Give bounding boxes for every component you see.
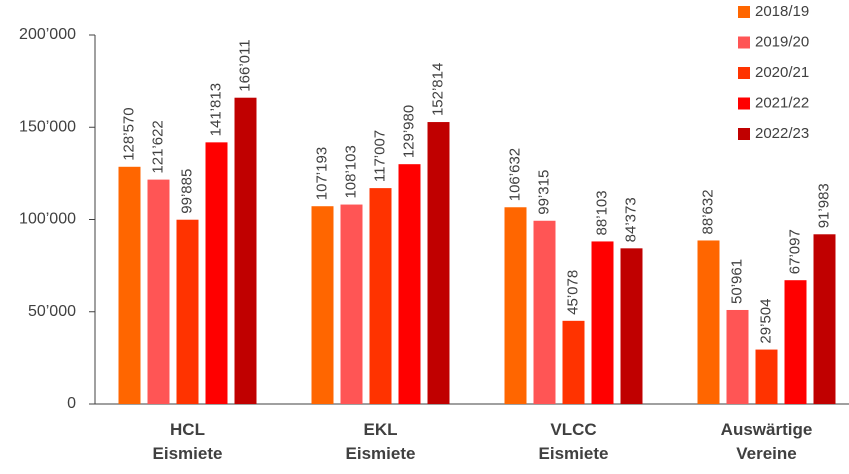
legend-label: 2021/22 bbox=[755, 94, 809, 111]
data-label: 107’193 bbox=[313, 147, 330, 200]
x-tick-label: VLCC Eismiete bbox=[538, 420, 609, 463]
legend-label: 2019/20 bbox=[755, 33, 809, 50]
bar bbox=[369, 188, 392, 404]
bar bbox=[620, 248, 643, 404]
data-label: 45’078 bbox=[564, 270, 581, 315]
data-label: 88’632 bbox=[699, 189, 716, 234]
bar bbox=[697, 240, 720, 404]
y-tick-label: 50’000 bbox=[28, 303, 76, 320]
data-label: 152’814 bbox=[429, 63, 446, 116]
bar bbox=[533, 220, 556, 404]
data-label: 106’632 bbox=[506, 148, 523, 201]
data-label: 67’097 bbox=[786, 229, 803, 274]
bar bbox=[234, 97, 257, 404]
data-label: 99’315 bbox=[535, 170, 552, 215]
legend-label: 2020/21 bbox=[755, 64, 809, 81]
data-label: 141’813 bbox=[207, 83, 224, 136]
bar bbox=[311, 206, 334, 404]
data-label: 50’961 bbox=[728, 259, 745, 304]
bar bbox=[726, 309, 749, 404]
y-tick-label: 150’000 bbox=[19, 118, 76, 135]
bar bbox=[755, 349, 778, 404]
data-label: 84’373 bbox=[622, 197, 639, 242]
x-tick-label: HCL Eismiete bbox=[152, 420, 223, 463]
data-label: 129’980 bbox=[400, 105, 417, 158]
bar bbox=[784, 280, 807, 404]
bar bbox=[118, 166, 141, 404]
bar bbox=[398, 164, 421, 404]
y-tick-label: 0 bbox=[67, 395, 76, 412]
data-label: 88’103 bbox=[593, 190, 610, 235]
bar bbox=[176, 219, 199, 404]
legend-label: 2022/23 bbox=[755, 125, 809, 142]
legend-swatch bbox=[738, 128, 750, 140]
data-label: 108’103 bbox=[342, 145, 359, 198]
legend-swatch bbox=[738, 67, 750, 79]
legend-swatch bbox=[738, 36, 750, 49]
x-tick-label: EKL Eismiete bbox=[345, 420, 416, 463]
bar bbox=[504, 207, 527, 404]
legend-label: 2018/19 bbox=[755, 3, 809, 20]
data-label: 91’983 bbox=[815, 183, 832, 228]
bar bbox=[591, 241, 614, 404]
data-label: 117’007 bbox=[371, 130, 388, 182]
y-tick-label: 100’000 bbox=[19, 211, 76, 228]
bar bbox=[813, 234, 836, 404]
bar bbox=[562, 320, 585, 404]
x-tick-label: Auswärtige Vereine bbox=[720, 420, 813, 463]
y-tick-label: 200’000 bbox=[19, 26, 76, 43]
data-label: 29’504 bbox=[757, 299, 774, 344]
legend-swatch bbox=[738, 97, 750, 110]
bar bbox=[147, 179, 170, 404]
bar bbox=[427, 122, 450, 404]
data-label: 166’011 bbox=[236, 39, 253, 91]
bar bbox=[205, 142, 228, 404]
bar bbox=[340, 204, 363, 404]
data-label: 121’622 bbox=[149, 120, 166, 173]
legend-swatch bbox=[738, 6, 750, 18]
data-label: 128’570 bbox=[120, 107, 137, 160]
data-label: 99’885 bbox=[178, 169, 195, 214]
